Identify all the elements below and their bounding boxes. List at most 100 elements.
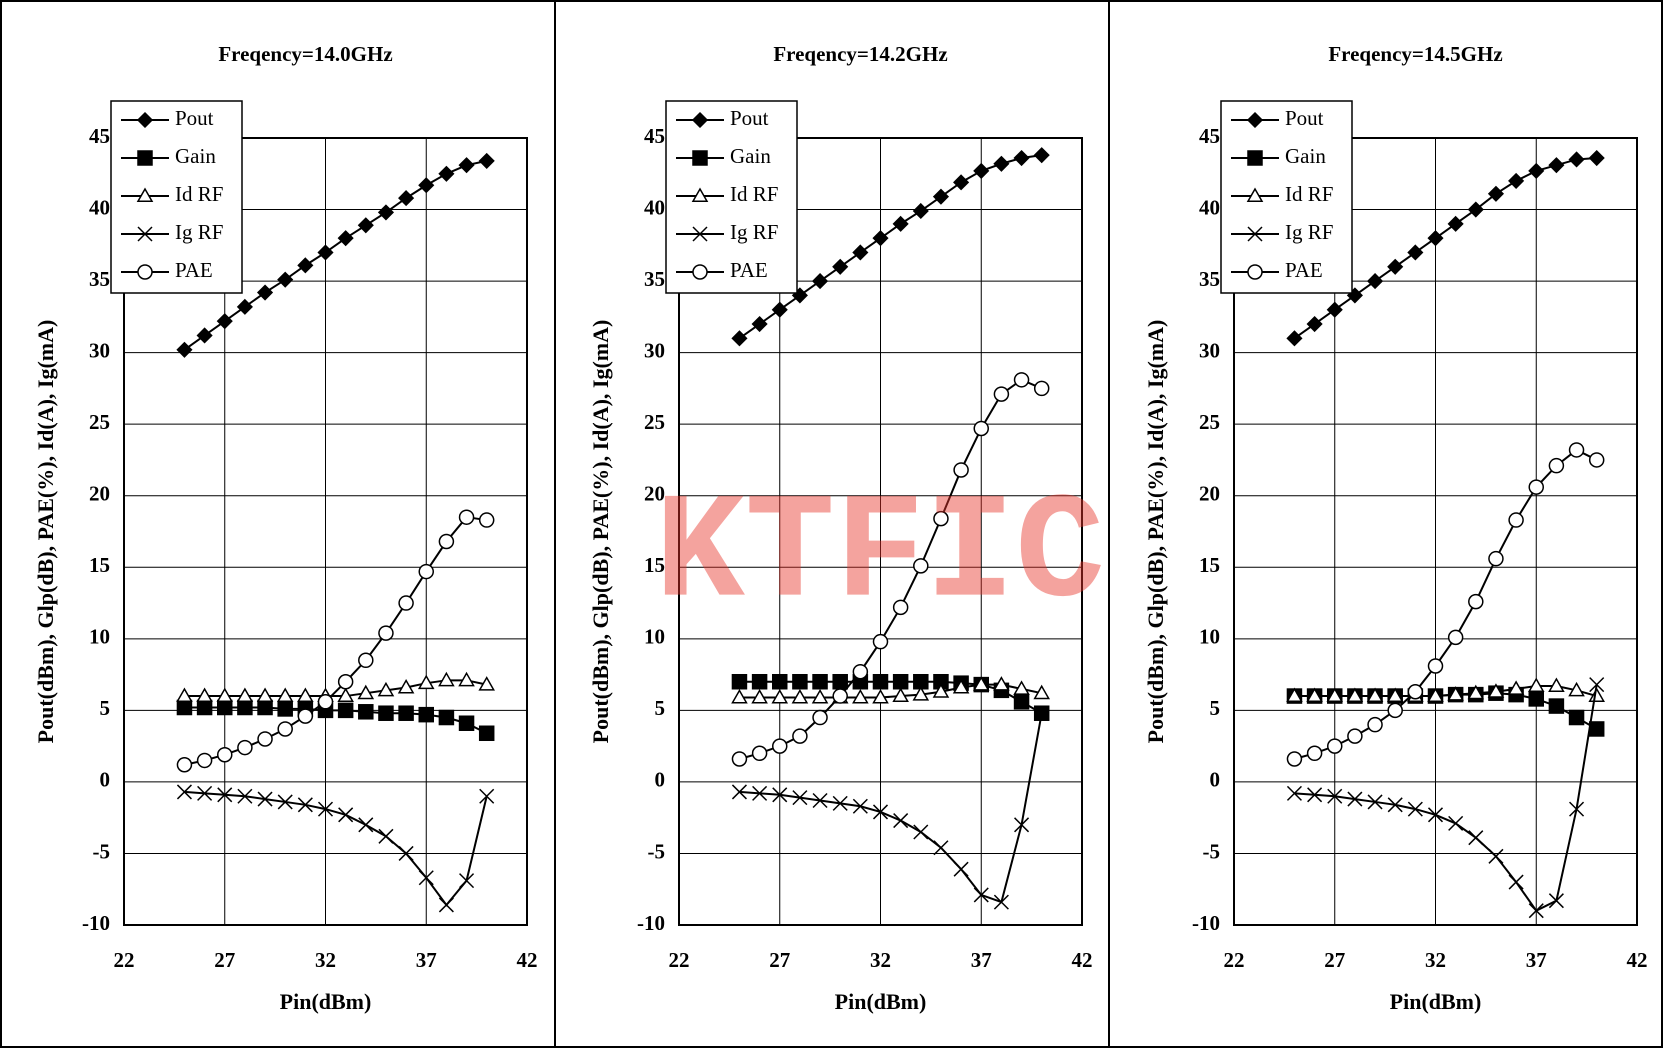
marker: [1346, 687, 1364, 703]
marker: [176, 784, 192, 800]
series-line: [183, 159, 487, 351]
marker: [317, 244, 334, 261]
marker: [772, 673, 788, 690]
marker: [892, 673, 909, 690]
marker: [398, 705, 414, 721]
marker: [256, 687, 274, 703]
marker: [438, 671, 455, 687]
marker: [832, 673, 848, 690]
marker: [932, 683, 950, 698]
marker: [1548, 677, 1565, 693]
marker: [1386, 687, 1404, 703]
marker: [1548, 457, 1565, 474]
marker: [953, 462, 969, 478]
marker: [771, 688, 789, 704]
marker: [1427, 807, 1444, 823]
y-tick-label: -5: [93, 839, 111, 863]
series-line: [184, 790, 488, 907]
marker: [196, 752, 213, 769]
marker: [832, 258, 849, 275]
y-tick-label: 45: [1199, 124, 1220, 148]
marker: [1247, 264, 1263, 280]
marker: [1548, 157, 1565, 174]
marker: [256, 284, 274, 301]
legend-label: Ig RF: [730, 220, 778, 244]
x-tick-label: 32: [870, 948, 891, 972]
marker: [912, 202, 929, 220]
marker: [892, 599, 909, 616]
marker: [912, 686, 930, 701]
y-tick-label: -10: [1192, 911, 1220, 935]
marker: [358, 704, 374, 720]
marker: [297, 257, 314, 274]
marker: [1387, 797, 1403, 813]
marker: [751, 315, 768, 333]
marker: [872, 230, 889, 247]
marker: [1013, 372, 1030, 388]
marker: [257, 791, 273, 807]
marker: [338, 807, 354, 823]
marker: [1448, 815, 1464, 831]
marker: [1588, 452, 1605, 468]
marker: [176, 687, 193, 703]
marker: [972, 676, 990, 691]
marker: [1407, 684, 1424, 700]
series-line: [739, 680, 1043, 715]
y-tick-label: 30: [644, 338, 665, 362]
marker: [1013, 694, 1030, 710]
marker: [731, 784, 747, 800]
marker: [398, 190, 415, 207]
legend-label: PAE: [175, 258, 213, 282]
marker: [478, 152, 495, 169]
marker: [1588, 149, 1605, 167]
marker: [398, 845, 414, 861]
marker: [357, 684, 375, 700]
marker: [812, 709, 828, 726]
y-tick-label: 20: [1199, 482, 1220, 506]
marker: [237, 788, 253, 804]
marker: [479, 788, 495, 804]
y-tick-label: 0: [100, 768, 111, 792]
marker: [772, 738, 788, 754]
marker: [378, 705, 394, 721]
marker: [237, 739, 253, 756]
y-tick-label: 5: [655, 696, 666, 720]
y-axis-label: Pout(dBm), Glp(dB), PAE(%), Id(A), Ig(mA…: [588, 320, 613, 744]
marker: [378, 625, 394, 641]
marker: [1347, 728, 1363, 744]
legend-label: Id RF: [175, 182, 223, 206]
marker: [792, 790, 808, 806]
marker: [377, 204, 395, 221]
chart-panel: Freqency=14.5GHz -10 -5 0 5 10 15 20 25 30 35 40 45 2…: [1143, 42, 1647, 1014]
marker: [1327, 738, 1343, 754]
marker: [438, 533, 455, 550]
marker: [751, 688, 768, 704]
y-tick-label: 30: [1199, 338, 1220, 362]
marker: [478, 676, 495, 691]
y-tick-label: 45: [89, 124, 110, 148]
marker: [812, 792, 828, 809]
marker: [751, 745, 768, 762]
plot-border: [123, 137, 528, 926]
marker: [236, 298, 253, 315]
marker: [398, 595, 414, 611]
series-line: [184, 679, 487, 698]
marker: [378, 828, 394, 844]
x-tick-label: 42: [517, 948, 538, 972]
marker: [1528, 903, 1544, 919]
marker: [852, 663, 869, 680]
marker: [791, 688, 809, 704]
marker: [337, 673, 354, 690]
marker: [1548, 893, 1564, 909]
x-tick-label: 37: [971, 948, 992, 972]
marker: [1447, 686, 1464, 701]
y-tick-label: 0: [655, 768, 666, 792]
marker: [973, 162, 990, 179]
marker: [458, 157, 475, 174]
marker: [751, 673, 768, 690]
chart-title: Freqency=14.0GHz: [218, 42, 392, 66]
marker: [811, 273, 829, 290]
x-tick-label: 42: [1072, 948, 1093, 972]
marker: [852, 688, 869, 704]
